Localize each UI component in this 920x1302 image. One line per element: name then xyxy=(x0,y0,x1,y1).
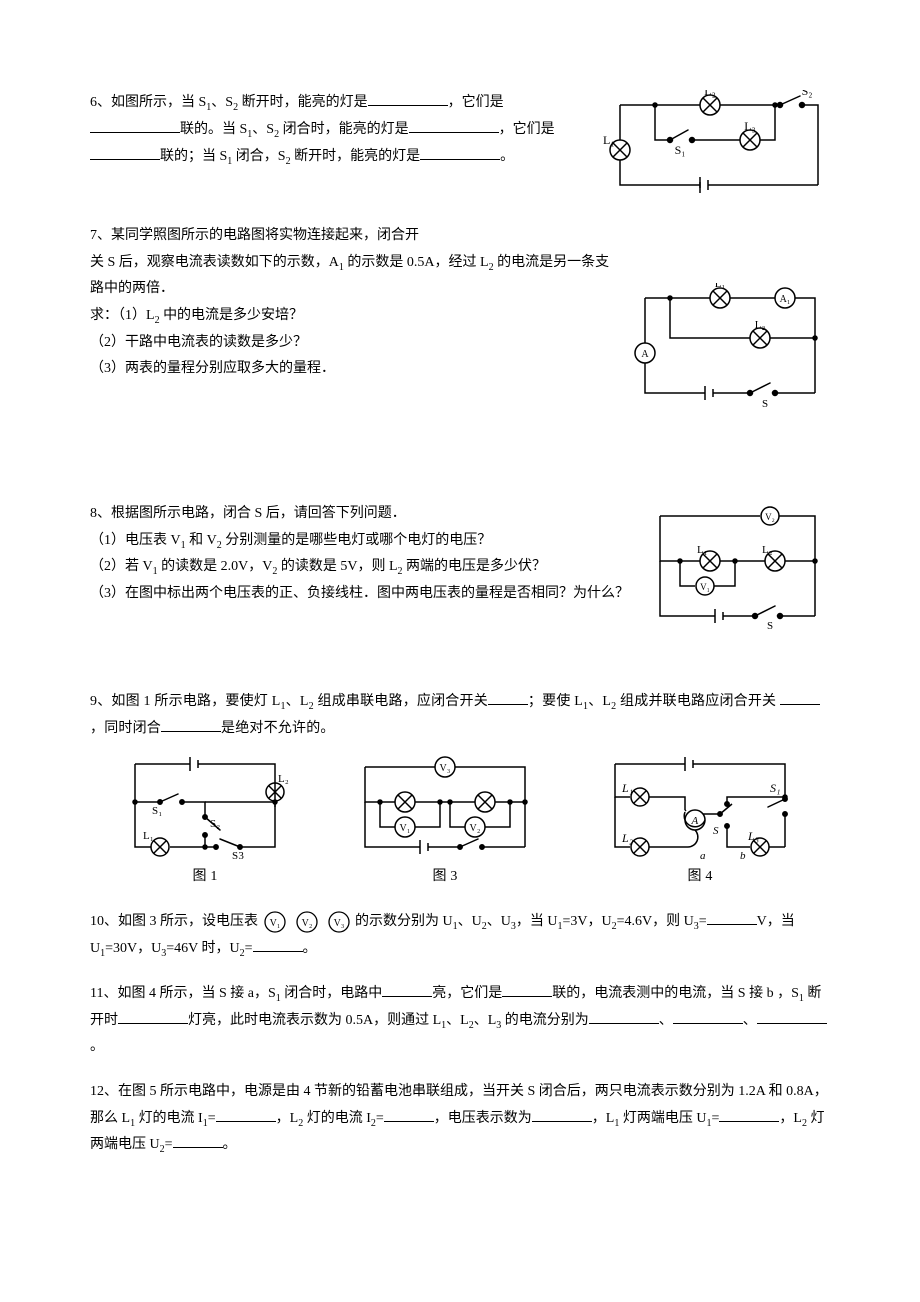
blank xyxy=(707,924,757,925)
blank xyxy=(589,1023,659,1024)
svg-text:A: A xyxy=(691,815,699,827)
svg-text:S: S xyxy=(762,398,768,410)
svg-text:V₁: V₁ xyxy=(399,823,410,834)
q9-fig3: V₃ V₁ V₂ 图 3 xyxy=(350,752,540,891)
question-12: 12、在图 5 所示电路中，电源是由 4 节新的铅蓄电池串联组成，当开关 S 闭… xyxy=(90,1079,830,1159)
blank xyxy=(420,159,500,160)
svg-text:L₃: L₃ xyxy=(747,829,759,843)
blank xyxy=(488,704,528,705)
blank xyxy=(90,132,180,133)
svg-text:L₁: L₁ xyxy=(697,544,708,556)
blank xyxy=(118,1023,188,1024)
q9-fig4: L₁ L₂ L₃ S₁ A S a b 图 4 xyxy=(600,752,800,891)
svg-text:L₂: L₂ xyxy=(755,319,766,331)
blank xyxy=(673,1023,743,1024)
svg-text:L₃: L₃ xyxy=(744,119,756,133)
svg-text:S₁: S₁ xyxy=(675,143,686,157)
blank xyxy=(161,731,221,732)
question-7: L₁ A₁ L₂ A S 7、某同学照图所示的电路图将实物连接起来，闭合开 关 … xyxy=(90,223,830,413)
svg-text:V₂: V₂ xyxy=(469,823,480,834)
blank xyxy=(532,1121,592,1122)
q7-figure: L₁ A₁ L₂ A S xyxy=(630,283,830,413)
blank xyxy=(216,1121,276,1122)
q7-circuit-svg: L₁ A₁ L₂ A S xyxy=(630,283,830,413)
blank xyxy=(502,996,552,997)
q8-figure: V₂ L₁ L₂ V₁ S xyxy=(645,501,830,631)
inline-meters: V₁ V₂ V₃ xyxy=(262,909,352,935)
blank xyxy=(384,1121,434,1122)
blank xyxy=(368,105,448,106)
svg-text:A₁: A₁ xyxy=(780,294,791,305)
svg-text:L₁: L₁ xyxy=(143,830,154,842)
svg-text:V₃: V₃ xyxy=(439,763,450,774)
fig3-label: 图 3 xyxy=(350,864,540,891)
svg-text:A: A xyxy=(641,349,649,360)
fig4-label: 图 4 xyxy=(600,864,800,891)
q6-text: 6、如图所示，当 S1、S2 断开时，能亮的灯是，它们是联的。当 S1、S2 闭… xyxy=(90,95,555,164)
blank xyxy=(90,159,160,160)
svg-text:L₂: L₂ xyxy=(704,90,716,98)
q8-circuit-svg: V₂ L₁ L₂ V₁ S xyxy=(645,501,830,631)
svg-text:S₁: S₁ xyxy=(770,781,781,795)
q6-figure: L₂ S₂ L₁ S₁ L₃ xyxy=(600,90,830,205)
svg-text:L₂: L₂ xyxy=(621,831,633,845)
svg-text:S₂: S₂ xyxy=(802,90,813,98)
q9-figures-row: L₂ S₁ S₂ S3 L₁ 图 1 xyxy=(90,752,830,891)
blank xyxy=(253,951,303,952)
question-9: 9、如图 1 所示电路，要使灯 L1、L2 组成串联电路，应闭合开关；要使 L1… xyxy=(90,689,830,891)
svg-text:b: b xyxy=(740,850,746,862)
svg-text:V₂: V₂ xyxy=(301,918,312,929)
blank xyxy=(719,1121,779,1122)
svg-text:L₂: L₂ xyxy=(762,544,773,556)
svg-text:L₁: L₁ xyxy=(621,781,633,795)
q9-text: 9、如图 1 所示电路，要使灯 L1、L2 组成串联电路，应闭合开关；要使 L1… xyxy=(90,689,830,742)
q9-fig1: L₂ S₁ S₂ S3 L₁ 图 1 xyxy=(120,752,290,891)
blank xyxy=(757,1023,827,1024)
question-6: L₂ S₂ L₁ S₁ L₃ 6、如图所示，当 S1、S2 断开时，能亮的灯是，… xyxy=(90,90,830,205)
svg-text:a: a xyxy=(700,850,706,862)
svg-text:S₁: S₁ xyxy=(152,805,162,817)
blank xyxy=(173,1147,223,1148)
svg-text:S: S xyxy=(713,825,719,837)
svg-text:S₂: S₂ xyxy=(210,818,220,830)
blank xyxy=(382,996,432,997)
question-8: V₂ L₁ L₂ V₁ S 8、根据图所示电路，闭合 S 后，请回答下列问题． … xyxy=(90,501,830,631)
svg-text:V₂: V₂ xyxy=(765,512,775,522)
question-10: 10、如图 3 所示，设电压表 V₁ V₂ V₃ 的示数分别为 U1、U2、U3… xyxy=(90,909,830,963)
svg-text:V₁: V₁ xyxy=(700,582,710,592)
svg-text:L₁: L₁ xyxy=(603,133,615,147)
fig1-label: 图 1 xyxy=(120,864,290,891)
svg-text:V₁: V₁ xyxy=(269,918,280,929)
svg-text:S: S xyxy=(767,620,773,631)
q6-circuit-svg: L₂ S₂ L₁ S₁ L₃ xyxy=(600,90,830,205)
svg-text:L₂: L₂ xyxy=(278,773,289,785)
svg-text:L₁: L₁ xyxy=(715,283,726,290)
blank xyxy=(780,704,820,705)
svg-text:S3: S3 xyxy=(232,850,244,862)
question-11: 11、如图 4 所示，当 S 接 a，S1 闭合时，电路中亮，它们是联的，电流表… xyxy=(90,981,830,1061)
blank xyxy=(409,132,499,133)
svg-text:V₃: V₃ xyxy=(333,918,344,929)
